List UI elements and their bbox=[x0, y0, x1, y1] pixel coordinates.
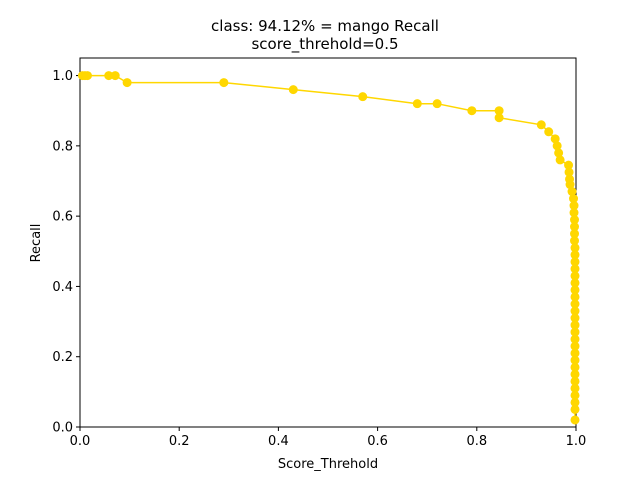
data-point bbox=[494, 113, 504, 123]
data-point bbox=[467, 106, 477, 116]
data-point bbox=[358, 92, 368, 102]
data-point bbox=[110, 71, 120, 81]
series-line bbox=[82, 74, 576, 420]
data-point bbox=[82, 71, 92, 81]
chart-title: class: 94.12% = mango Recall bbox=[211, 17, 439, 35]
data-point bbox=[536, 120, 546, 130]
data-point bbox=[570, 415, 580, 425]
x-tick-label: 1.0 bbox=[566, 434, 587, 449]
y-tick-label: 0.0 bbox=[52, 421, 73, 436]
y-tick-label: 0.6 bbox=[52, 210, 73, 225]
y-tick-label: 0.8 bbox=[52, 139, 73, 154]
x-axis-label: Score_Threhold bbox=[278, 457, 378, 472]
y-tick-label: 0.4 bbox=[52, 280, 73, 295]
y-tick-label: 1.0 bbox=[52, 69, 73, 84]
data-point bbox=[432, 99, 442, 109]
data-point bbox=[544, 127, 554, 137]
x-tick-label: 0.4 bbox=[268, 434, 289, 449]
plot-area: 0.0 0.2 0.4 0.6 0.8 1.0 0.0 0.2 0.4 0.6 0.8 1.0 bbox=[52, 57, 587, 449]
y-axis-label: Recall bbox=[29, 224, 44, 263]
data-point bbox=[570, 404, 580, 414]
data-point bbox=[555, 155, 565, 165]
y-tick-label: 0.2 bbox=[52, 350, 73, 365]
data-point bbox=[122, 78, 132, 88]
x-tick-label: 0.0 bbox=[70, 434, 91, 449]
chart-subtitle: score_threhold=0.5 bbox=[251, 35, 398, 54]
data-point bbox=[219, 78, 229, 88]
data-point bbox=[288, 85, 298, 95]
x-tick-label: 0.6 bbox=[367, 434, 388, 449]
x-tick-label: 0.2 bbox=[169, 434, 190, 449]
x-tick-label: 0.8 bbox=[466, 434, 487, 449]
data-point bbox=[412, 99, 422, 109]
